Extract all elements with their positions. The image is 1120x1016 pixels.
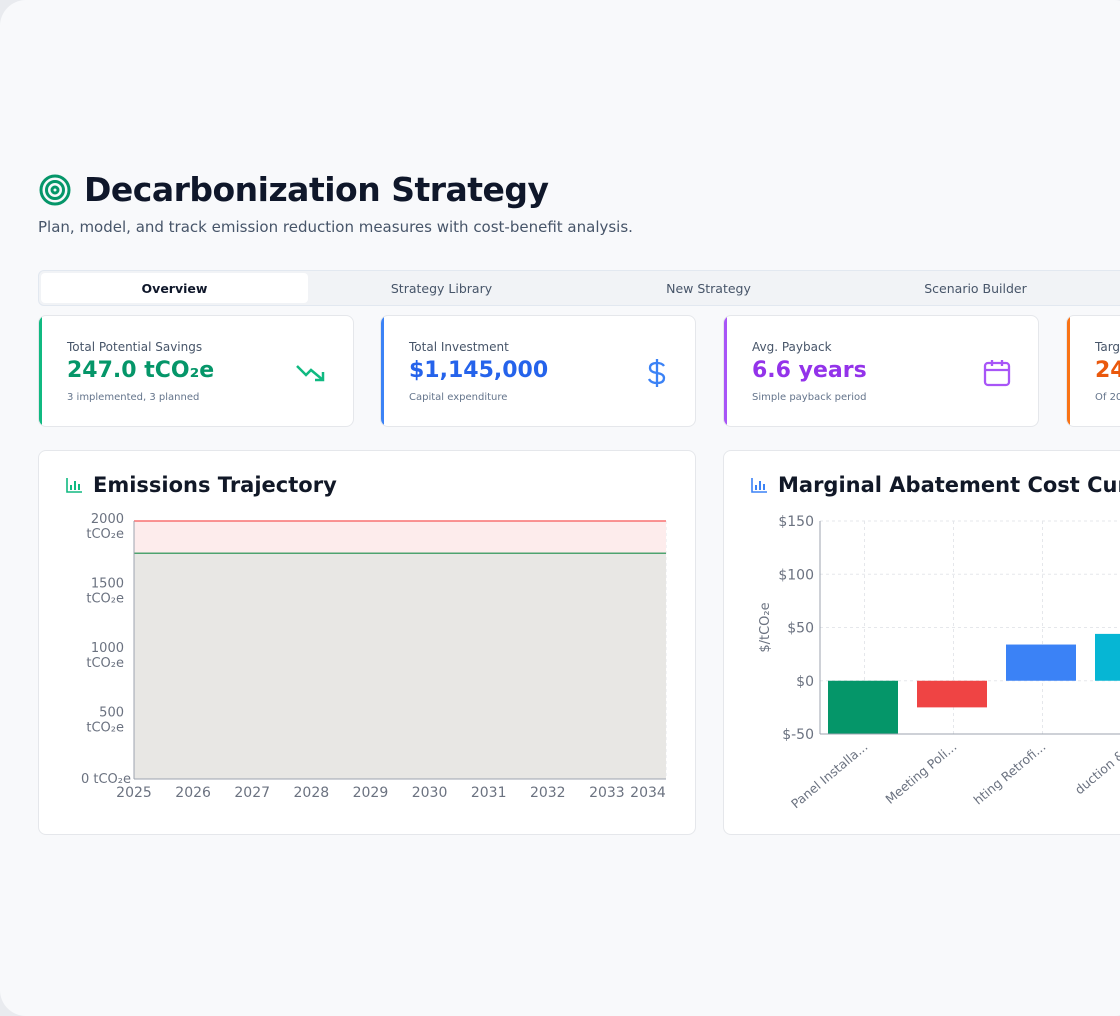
x-tick-label: 2028 (294, 785, 330, 801)
y-tick-label: $150 (778, 514, 814, 530)
bar (1095, 633, 1120, 681)
y-tick-label: 1500 (91, 577, 124, 592)
tab-bar: Overview Strategy Library New Strategy S… (38, 270, 1120, 306)
card-subtext: Capital expenditure (409, 392, 508, 403)
card-subtext: 3 implemented, 3 planned (67, 392, 200, 403)
card-value: 24 (1095, 358, 1120, 383)
x-tick-label: 2032 (530, 785, 566, 801)
emissions-trajectory-panel: Emissions Trajectory 0 tCO₂e 500 tCO₂e 1000… (38, 450, 696, 835)
card-subtext: Of 20 (1095, 392, 1120, 403)
card-value: $1,145,000 (409, 358, 549, 383)
bar (917, 680, 987, 708)
card-label: Total Investment (409, 340, 509, 354)
y-tick-label: 500 (99, 706, 124, 721)
x-tick-label: duction & R (1072, 739, 1120, 798)
x-tick-label: 2031 (471, 785, 507, 801)
y-tick-label: $50 (787, 621, 814, 637)
page-title: Decarbonization Strategy (84, 170, 549, 209)
page-subtitle: Plan, model, and track emission reductio… (38, 218, 633, 236)
y-tick-unit: tCO₂e (86, 721, 124, 736)
emissions-chart: 0 tCO₂e500tCO₂e1000tCO₂e1500tCO₂e2000tCO… (81, 512, 667, 801)
card-value: 247.0 tCO₂e (67, 358, 215, 383)
x-tick-label: 2033 (589, 785, 625, 801)
tab-new-strategy[interactable]: New Strategy (666, 280, 751, 296)
x-tick-label: 2027 (234, 785, 270, 801)
y-tick-label: $-50 (782, 727, 814, 743)
card-accent (381, 316, 384, 426)
card-accent (1067, 316, 1070, 426)
x-tick-label: 2034 (630, 785, 666, 801)
y-tick-unit: tCO₂e (86, 656, 124, 671)
dollar-icon (647, 359, 666, 387)
x-tick-label: 2026 (175, 785, 211, 801)
page-header: Decarbonization Strategy (38, 170, 549, 209)
stat-card-target: Targ 24 Of 20 (1066, 315, 1120, 427)
y-tick-label: $100 (778, 567, 814, 583)
tab-scenario-builder[interactable]: Scenario Builder (924, 280, 1027, 296)
bar (1006, 644, 1076, 681)
tab-strategy-library[interactable]: Strategy Library (390, 280, 493, 296)
stat-card-savings: Total Potential Savings 247.0 tCO₂e 3 im… (38, 315, 354, 427)
y-tick-label: $0 (796, 674, 814, 690)
card-accent (39, 316, 42, 426)
bar-chart-icon (66, 478, 82, 493)
panel-title: Marginal Abatement Cost Curve (750, 473, 1120, 497)
card-label: Targ (1095, 340, 1120, 354)
y-tick-label: 0 tCO₂e (81, 772, 131, 787)
x-tick-label: Panel Installa... (788, 739, 870, 811)
chart-title: Emissions Trajectory (93, 473, 337, 497)
macc-panel: Marginal Abatement Cost Curve $-50 $0 $50 $… (723, 450, 1120, 835)
y-tick-unit: tCO₂e (86, 592, 124, 607)
target-icon (39, 174, 71, 205)
panel-title: Emissions Trajectory (65, 473, 337, 497)
y-tick-label: 2000 (91, 512, 124, 527)
y-tick-unit: tCO₂e (86, 527, 124, 542)
x-tick-label: Meeting Poli... (882, 739, 959, 807)
tab-overview[interactable]: Overview (41, 273, 308, 303)
y-axis-label: $/tCO₂e (758, 602, 773, 652)
trending-down-icon (296, 365, 325, 382)
bar-chart-icon (751, 478, 767, 493)
card-label: Avg. Payback (752, 340, 832, 354)
x-tick-label: 2030 (412, 785, 448, 801)
card-label: Total Potential Savings (67, 340, 203, 354)
x-tick-label: hting Retrofi... (970, 739, 1048, 808)
card-accent (724, 316, 727, 426)
bar (828, 680, 898, 734)
macc-chart: $-50 $0 $50 $100 $150 $/tCO₂e Panel Installa..… (758, 514, 1120, 811)
x-tick-label: 2029 (353, 785, 389, 801)
stat-card-investment: Total Investment $1,145,000 Capital expe… (380, 315, 696, 427)
stat-card-payback: Avg. Payback 6.6 years Simple payback pe… (723, 315, 1039, 427)
y-tick-label: 1000 (91, 641, 124, 656)
actual-area (134, 553, 666, 779)
calendar-icon (983, 360, 1011, 387)
card-subtext: Simple payback period (752, 392, 867, 403)
x-tick-label: 2025 (116, 785, 152, 801)
chart-title: Marginal Abatement Cost Curve (778, 473, 1120, 497)
card-value: 6.6 years (752, 358, 867, 383)
baseline-area (134, 521, 666, 554)
